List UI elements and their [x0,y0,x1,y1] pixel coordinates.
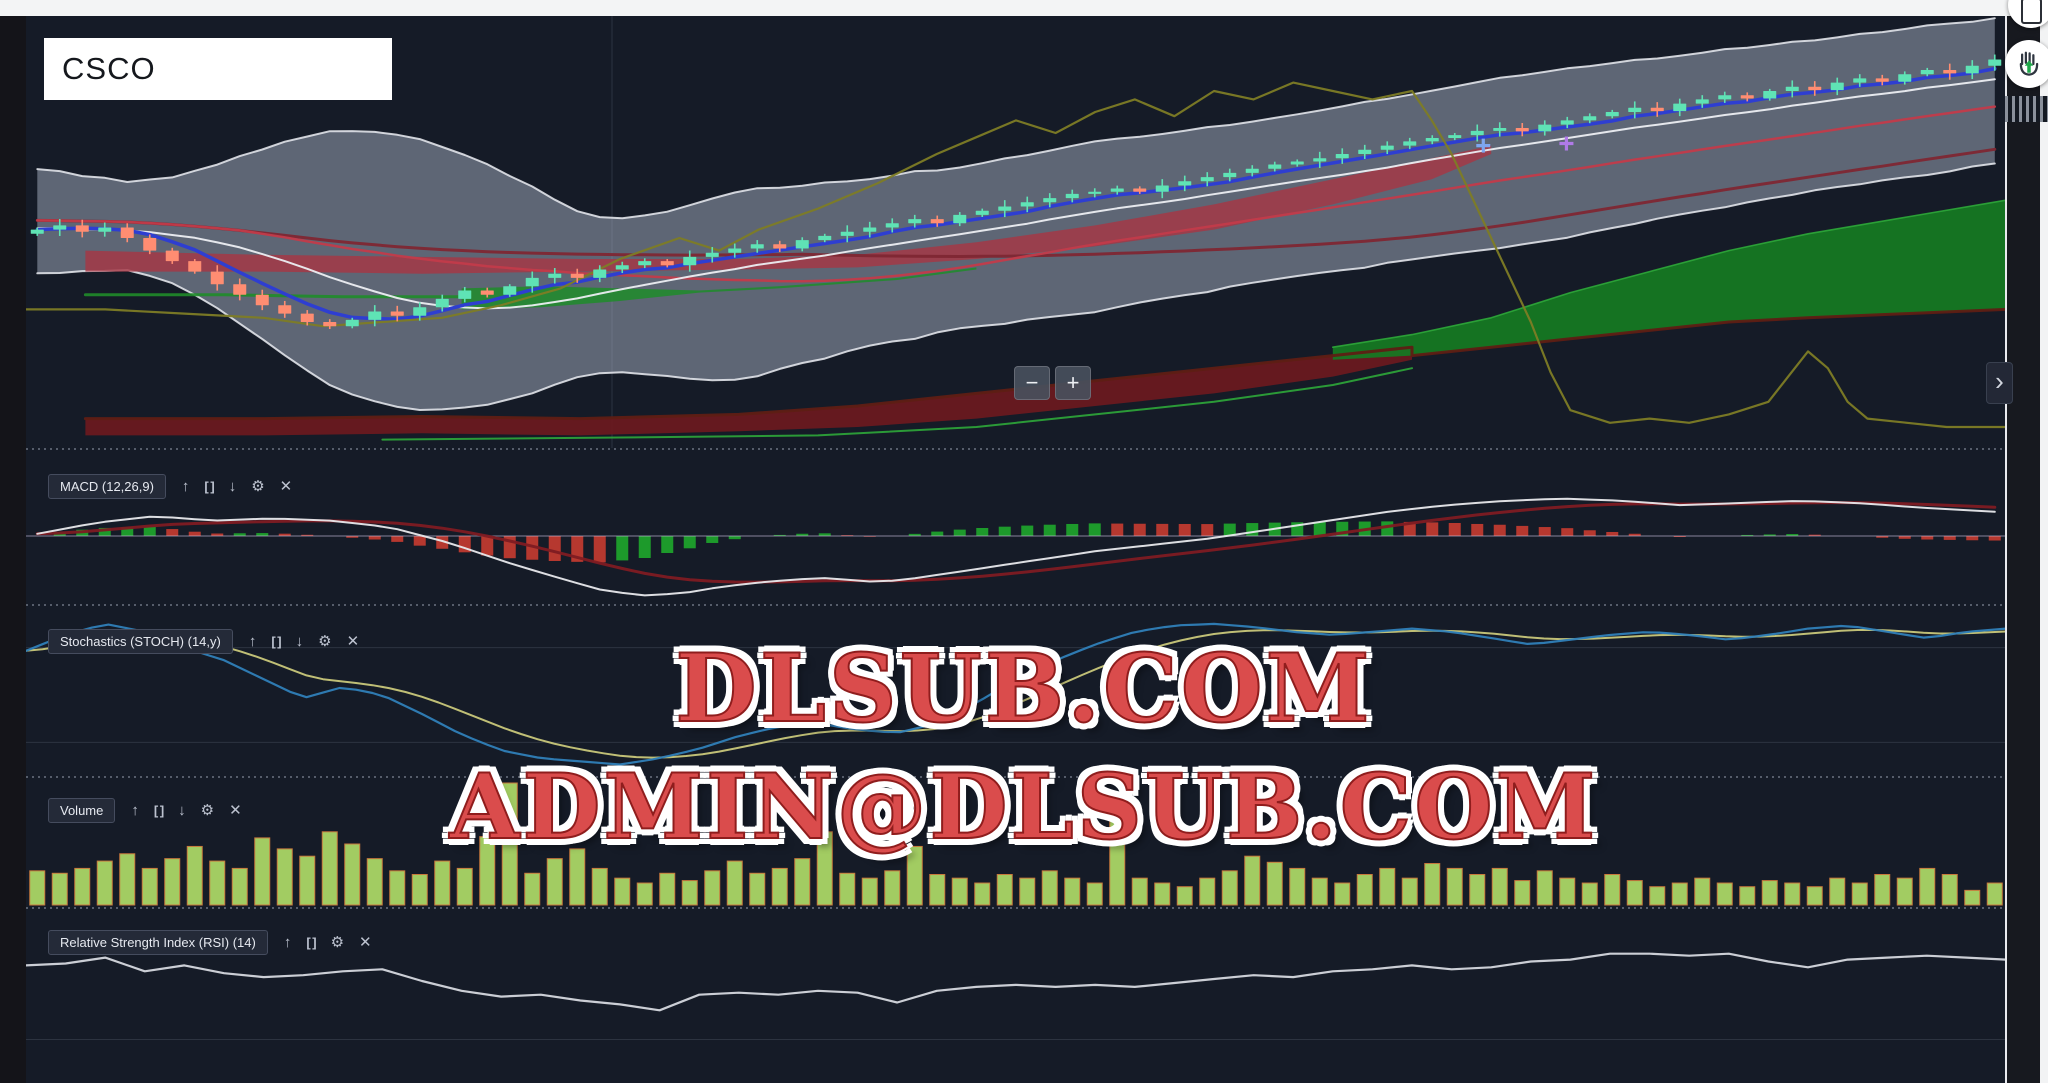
close-icon[interactable]: ✕ [279,478,293,495]
zoom-out-button[interactable]: − [1014,366,1050,400]
settings-icon[interactable]: ⚙ [200,802,215,819]
symbol-text: CSCO [62,51,156,86]
symbol-input[interactable]: CSCO [44,38,392,100]
panel-splitter[interactable] [26,604,2006,606]
move-down-icon[interactable]: ↓ [228,478,237,495]
stochastics-header: Stochastics (STOCH) (14,y) ↑ [ ] ↓ ⚙ ✕ [48,629,359,654]
rsi-label[interactable]: Relative Strength Index (RSI) (14) [48,930,268,955]
volume-label[interactable]: Volume [48,798,116,823]
watermark-line1: DLSUB.COM [674,633,1373,745]
move-down-icon[interactable]: ↓ [295,633,304,650]
volume-panel-chart[interactable] [26,776,2006,907]
settings-icon[interactable]: ⚙ [251,478,265,495]
maximize-icon[interactable]: [ ] [153,803,164,818]
move-down-icon[interactable]: ↓ [178,802,186,819]
panel-splitter[interactable] [26,448,2006,450]
stochastics-label[interactable]: Stochastics (STOCH) (14,y) [48,629,233,654]
move-up-icon[interactable]: ↑ [248,633,257,650]
volume-header: Volume ↑ [ ] ↓ ⚙ ✕ [48,798,242,823]
macd-header: MACD (12,26,9) ↑ [ ] ↓ ⚙ ✕ [48,474,292,499]
rsi-header: Relative Strength Index (RSI) (14) ↑ [ ] ⚙… [48,930,372,955]
close-icon[interactable]: ✕ [346,633,360,650]
maximize-icon[interactable]: [ ] [204,479,214,494]
macd-label[interactable]: MACD (12,26,9) [48,474,166,499]
macd-controls: ↑ [ ] ↓ ⚙ ✕ [182,479,292,494]
left-edge-strip [0,16,26,1083]
stochastics-controls: ↑ [ ] ↓ ⚙ ✕ [249,634,359,649]
move-up-icon[interactable]: ↑ [131,802,139,819]
scroll-grip[interactable] [2005,96,2048,122]
settings-icon[interactable]: ⚙ [318,633,332,650]
right-edge-strip [2040,0,2048,1083]
close-icon[interactable]: ✕ [359,934,372,951]
panel-splitter[interactable] [26,776,2006,778]
page-icon [2020,0,2042,24]
maximize-icon[interactable]: [ ] [306,935,316,950]
hand-up-icon [2019,51,2039,76]
rsi-controls: ↑ [ ] ⚙ ✕ [284,935,372,950]
open-drawer-button[interactable]: › [1986,362,2013,404]
close-icon[interactable]: ✕ [229,802,242,819]
zoom-in-button[interactable]: + [1055,366,1091,400]
main-price-chart[interactable] [26,16,2006,448]
stochastics-panel-chart[interactable] [26,604,2006,776]
volume-controls: ↑ [ ] ↓ ⚙ ✕ [131,803,241,818]
move-up-icon[interactable]: ↑ [283,934,292,951]
rsi-panel-chart[interactable] [26,907,2006,1083]
panel-splitter[interactable] [26,907,2006,909]
hand-raise-button[interactable] [2005,40,2048,88]
right-rail [2007,16,2040,1083]
move-up-icon[interactable]: ↑ [181,478,190,495]
macd-panel-chart[interactable] [26,448,2006,604]
right-rail-divider [2005,16,2007,1083]
settings-icon[interactable]: ⚙ [330,934,345,951]
zoom-controls: − + [1014,366,1091,400]
maximize-icon[interactable]: [ ] [271,634,281,649]
watermark-line2: ADMIN@DLSUB.COM [449,753,1599,861]
page-extension-button[interactable] [2008,0,2048,28]
